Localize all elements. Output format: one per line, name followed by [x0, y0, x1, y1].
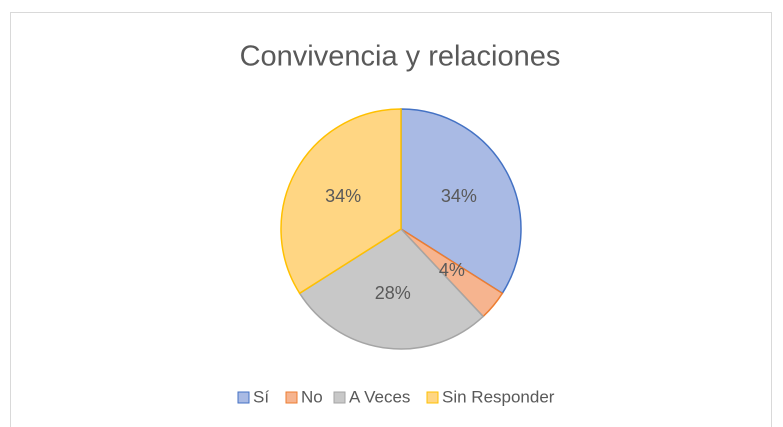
legend-label: Sí: [253, 387, 269, 406]
legend-label: A Veces: [349, 387, 410, 406]
data-label: 28%: [375, 283, 411, 303]
chart-border: [10, 12, 772, 427]
pie-slice: [280, 108, 402, 295]
data-label: 4%: [439, 260, 465, 280]
legend-label: No: [301, 387, 323, 406]
legend-swatch: [426, 391, 439, 404]
legend-swatch: [333, 391, 346, 404]
legend-label: Sin Responder: [442, 387, 555, 406]
legend-swatch: [237, 391, 250, 404]
legend-swatch: [285, 391, 298, 404]
pie-slice: [298, 228, 485, 350]
data-label: 34%: [441, 186, 477, 206]
data-label: 34%: [325, 186, 361, 206]
chart-title: Convivencia y relaciones: [240, 41, 561, 73]
